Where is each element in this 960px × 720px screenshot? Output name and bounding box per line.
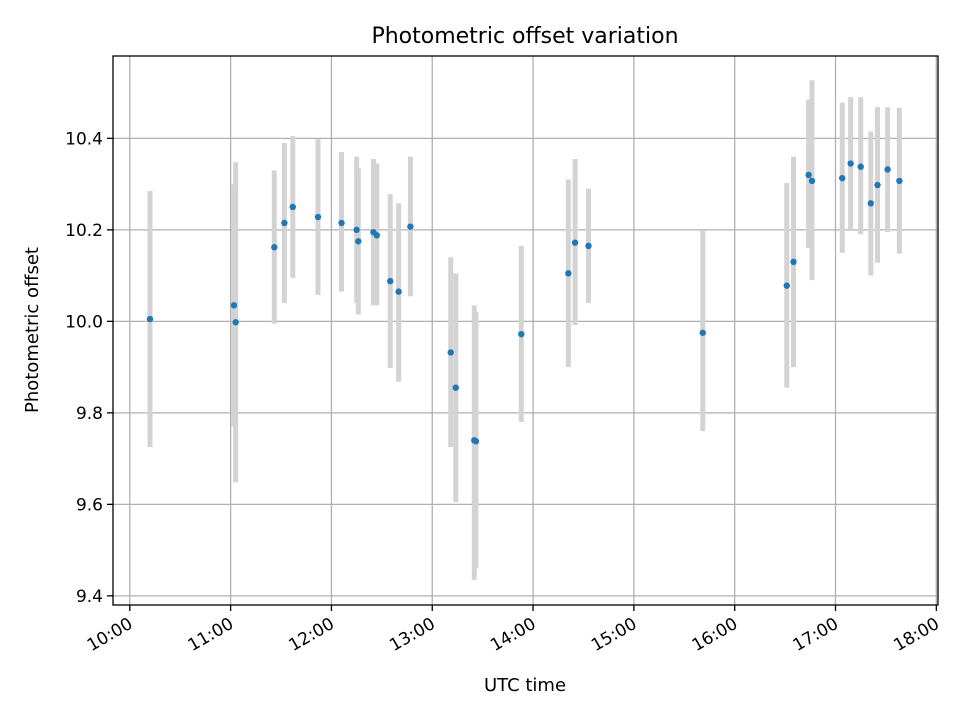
chart-title: Photometric offset variation xyxy=(371,24,678,49)
data-point xyxy=(896,177,903,185)
y-axis-label: Photometric offset xyxy=(22,247,43,413)
data-point xyxy=(452,384,459,391)
data-point xyxy=(790,258,797,266)
plot-frame xyxy=(112,55,939,606)
y-tick-label: 10.4 xyxy=(65,129,103,149)
y-axis-ticks: 9.4 9.6 9.8 10.0 10.2 10.4 xyxy=(65,129,113,607)
x-axis-label: UTC time xyxy=(484,675,566,696)
data-point xyxy=(232,319,239,326)
data-point xyxy=(585,242,592,250)
data-point xyxy=(857,163,864,170)
y-tick-label: 9.6 xyxy=(76,495,103,515)
data-points xyxy=(146,160,903,445)
y-tick-label: 9.4 xyxy=(76,587,103,607)
data-point xyxy=(289,203,296,211)
data-point xyxy=(338,219,345,227)
data-point xyxy=(314,213,322,221)
data-point xyxy=(783,282,790,289)
data-point xyxy=(518,330,525,338)
data-point xyxy=(407,223,414,230)
data-point xyxy=(808,177,816,185)
data-point xyxy=(874,181,881,189)
data-point xyxy=(387,277,394,285)
data-point xyxy=(472,438,480,445)
y-tick-label: 9.8 xyxy=(76,404,103,424)
data-point xyxy=(699,329,706,336)
data-point xyxy=(571,239,579,246)
data-point xyxy=(230,302,238,309)
data-point xyxy=(146,315,154,323)
data-point xyxy=(847,160,854,167)
data-point xyxy=(281,219,288,227)
data-point xyxy=(353,226,360,234)
data-point xyxy=(884,166,891,173)
data-point xyxy=(839,174,846,182)
y-tick-label: 10.0 xyxy=(65,312,103,332)
data-point xyxy=(805,171,812,179)
data-point xyxy=(447,349,454,356)
data-point xyxy=(355,238,362,245)
data-point xyxy=(271,244,278,251)
y-tick-label: 10.2 xyxy=(65,221,103,241)
data-point xyxy=(373,232,380,239)
data-point xyxy=(867,200,874,207)
data-point xyxy=(395,288,402,295)
data-point xyxy=(565,270,572,277)
grid xyxy=(113,56,938,605)
